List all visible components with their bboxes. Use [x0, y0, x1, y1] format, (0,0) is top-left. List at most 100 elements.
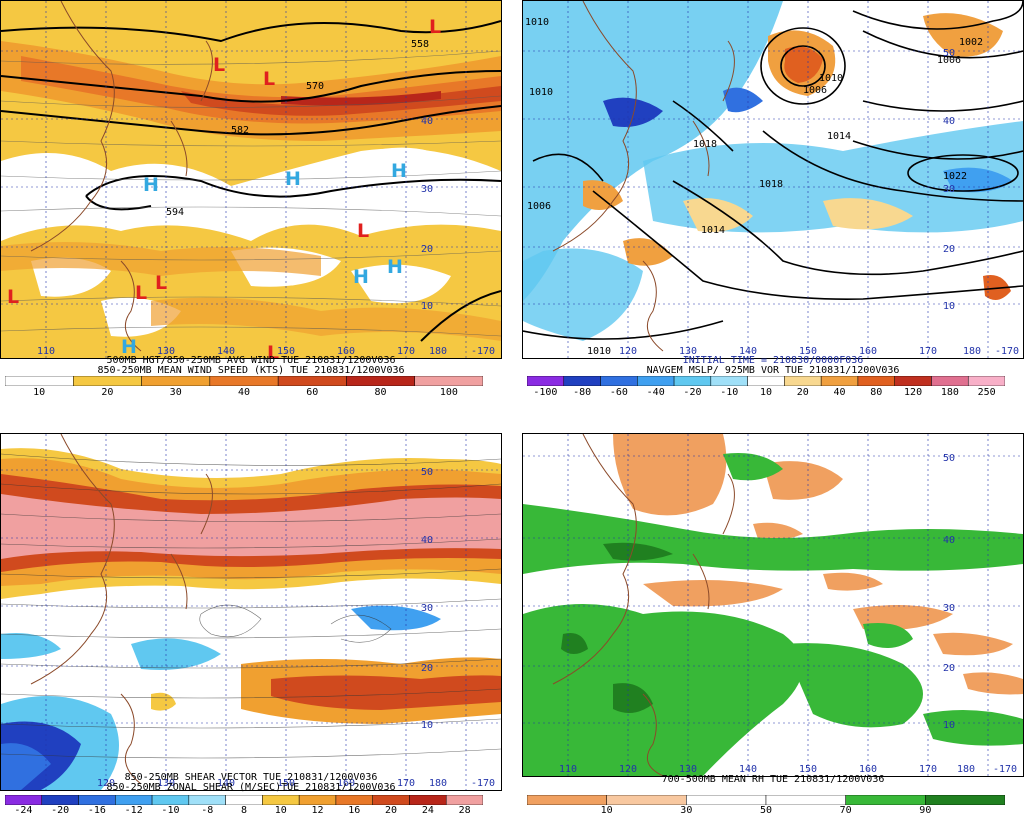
colorbar-tick-label: -24 — [14, 805, 33, 816]
lon-label: -170 — [471, 346, 495, 357]
lon-label: -170 — [993, 764, 1017, 775]
colorbar-swatch — [335, 795, 373, 805]
isobar-label: 1010 — [525, 17, 549, 28]
colorbar-tick-label: -20 — [51, 805, 70, 816]
isobar-label: 1022 — [943, 171, 967, 182]
colorbar-swatch — [925, 795, 1005, 805]
colorbar-tick-label: 8 — [240, 805, 248, 816]
isobar-label: 1018 — [759, 179, 783, 190]
lon-label: 170 — [397, 346, 415, 357]
high-pressure-marker: H — [143, 174, 159, 196]
isobar-label: 1002 — [959, 37, 983, 48]
colorbar-tick-label: 120 — [904, 387, 923, 398]
lat-label: 20 — [943, 244, 955, 255]
colorbar-ticks: -100 -80 -60 -40 -20 -10 10 20 40 80 120 180 250 — [527, 387, 1005, 399]
high-pressure-marker: H — [353, 266, 369, 288]
high-pressure-marker: H — [387, 256, 403, 278]
colorbar-swatch — [784, 376, 822, 386]
colorbar-swatch — [894, 376, 932, 386]
panel-relative-humidity: 50 40 30 20 10 110 120 130 140 150 160 1… — [522, 419, 1024, 819]
isobar-label: 1014 — [701, 225, 725, 236]
colorbar-swatch — [225, 795, 263, 805]
lon-label: 160 — [859, 346, 877, 357]
lat-label: 20 — [421, 663, 433, 674]
colorbar-tick-label: 28 — [458, 805, 471, 816]
colorbar-swatch — [409, 795, 447, 805]
lat-label: 40 — [421, 535, 433, 546]
colorbar-zonal-shear — [5, 795, 483, 805]
lat-label: 10 — [943, 301, 955, 312]
colorbar-swatch — [151, 795, 190, 805]
colorbar-ticks: 10 30 50 70 90 — [527, 805, 1005, 817]
isobar-label: 1014 — [827, 131, 851, 142]
colorbar-tick-label: 12 — [311, 805, 324, 816]
colorbar-tick-label: -100 — [533, 387, 558, 398]
panel-caption-line-1: INITIAL TIME = 210830/0000F036 — [682, 355, 864, 366]
lat-label: 40 — [421, 116, 433, 127]
colorbar-swatch — [967, 376, 1005, 386]
low-pressure-marker: L — [263, 68, 275, 90]
colorbar-swatch — [820, 376, 859, 386]
colorbar-swatch — [141, 376, 211, 386]
low-pressure-marker: L — [357, 220, 369, 242]
colorbar-swatch — [445, 795, 483, 805]
colorbar-swatch — [346, 376, 415, 386]
colorbar-swatch — [765, 795, 846, 805]
colorbar-swatch — [527, 376, 565, 386]
lon-label: 150 — [799, 764, 817, 775]
lon-label: -170 — [995, 346, 1019, 357]
colorbar-swatch — [747, 376, 785, 386]
panel-caption-line-2: NAVGEM MSLP/ 925MB VOR TUE 210831/1200V0… — [646, 365, 900, 376]
lat-label: 30 — [943, 184, 955, 195]
isobar-label: 1010 — [587, 346, 611, 357]
colorbar-tick-label: 24 — [421, 805, 434, 816]
colorbar-swatch — [710, 376, 748, 386]
colorbar-tick-label: 10 — [33, 387, 46, 398]
lat-label: 10 — [421, 301, 433, 312]
colorbar-swatch — [845, 795, 926, 805]
lat-label: 30 — [943, 603, 955, 614]
isobar-label: 1010 — [819, 73, 843, 84]
colorbar-tick-label: 80 — [374, 387, 387, 398]
isobar-label: 1018 — [693, 139, 717, 150]
lon-label: 130 — [679, 764, 697, 775]
lon-label: -170 — [471, 778, 495, 789]
panel-caption-line-1: 850-250MB SHEAR VECTOR TUE 210831/1200V0… — [124, 772, 378, 783]
colorbar-swatch — [188, 795, 226, 805]
colorbar-wind-speed — [5, 376, 483, 386]
colorbar-swatch — [298, 795, 337, 805]
lat-label: 20 — [421, 244, 433, 255]
contour-label: 570 — [306, 81, 324, 92]
lon-label: 150 — [277, 346, 295, 357]
panel-shear: 50 40 30 20 10 120 130 140 150 160 170 1… — [0, 419, 502, 819]
colorbar-swatch — [606, 795, 687, 805]
lon-label: 180 — [429, 778, 447, 789]
lon-label: 140 — [739, 764, 757, 775]
lon-label: 130 — [157, 346, 175, 357]
colorbar-tick-label: 30 — [169, 387, 182, 398]
colorbar-swatch — [372, 795, 410, 805]
map-wind-speed: 40 30 20 10 110 130 140 150 160 170 180 … — [0, 0, 502, 359]
lat-label: 10 — [943, 720, 955, 731]
lon-label: 140 — [739, 346, 757, 357]
lon-label: 140 — [217, 346, 235, 357]
map-vorticity: 50 40 30 20 10 120 130 140 150 160 170 1… — [522, 0, 1024, 359]
colorbar-tick-label: 250 — [977, 387, 996, 398]
high-pressure-marker: H — [121, 336, 137, 358]
colorbar-vorticity — [527, 376, 1005, 386]
lon-label: 170 — [397, 778, 415, 789]
colorbar-tick-label: 40 — [237, 387, 251, 398]
lat-label: 30 — [421, 603, 433, 614]
lon-label: 180 — [963, 346, 981, 357]
colorbar-swatch — [686, 795, 767, 805]
colorbar-swatch — [931, 376, 969, 386]
lon-label: 170 — [919, 346, 937, 357]
colorbar-swatch — [637, 376, 675, 386]
lat-label: 40 — [943, 535, 955, 546]
panel-mslp-vorticity: 50 40 30 20 10 120 130 140 150 160 170 1… — [522, 0, 1024, 400]
colorbar-tick-label: 180 — [940, 387, 959, 398]
high-pressure-marker: H — [285, 168, 301, 190]
colorbar-swatch — [5, 376, 74, 386]
lon-label: 180 — [957, 764, 975, 775]
low-pressure-marker: L — [213, 54, 225, 76]
